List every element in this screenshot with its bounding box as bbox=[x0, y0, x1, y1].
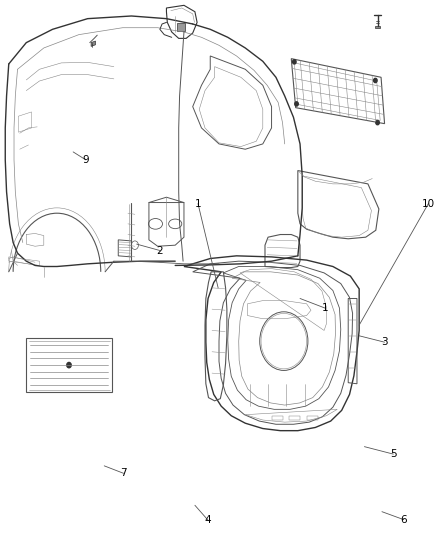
Text: 7: 7 bbox=[120, 469, 127, 478]
Circle shape bbox=[67, 362, 71, 368]
Text: 1: 1 bbox=[321, 303, 328, 313]
Circle shape bbox=[376, 120, 379, 125]
Circle shape bbox=[374, 78, 377, 83]
Circle shape bbox=[295, 102, 298, 106]
Circle shape bbox=[293, 60, 296, 64]
Text: 9: 9 bbox=[82, 155, 89, 165]
Text: 4: 4 bbox=[205, 515, 212, 525]
Text: 6: 6 bbox=[400, 515, 407, 524]
Text: 3: 3 bbox=[381, 337, 388, 347]
Text: 10: 10 bbox=[422, 199, 435, 208]
Polygon shape bbox=[91, 41, 95, 46]
Text: 5: 5 bbox=[390, 449, 397, 459]
Text: 1: 1 bbox=[194, 199, 201, 208]
Text: 2: 2 bbox=[156, 246, 163, 255]
Polygon shape bbox=[375, 26, 380, 28]
Polygon shape bbox=[177, 23, 185, 31]
